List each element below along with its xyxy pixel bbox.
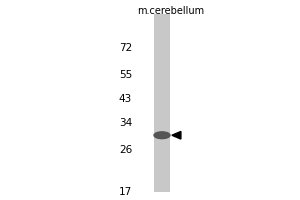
Text: 55: 55 [119, 70, 132, 80]
Text: m.cerebellum: m.cerebellum [137, 6, 205, 16]
Polygon shape [172, 131, 181, 139]
Text: 43: 43 [119, 94, 132, 104]
Ellipse shape [154, 132, 170, 139]
Text: 26: 26 [119, 145, 132, 155]
Bar [154, 14, 170, 192]
Text: 17: 17 [119, 187, 132, 197]
Text: 72: 72 [119, 43, 132, 53]
Text: 34: 34 [119, 118, 132, 128]
